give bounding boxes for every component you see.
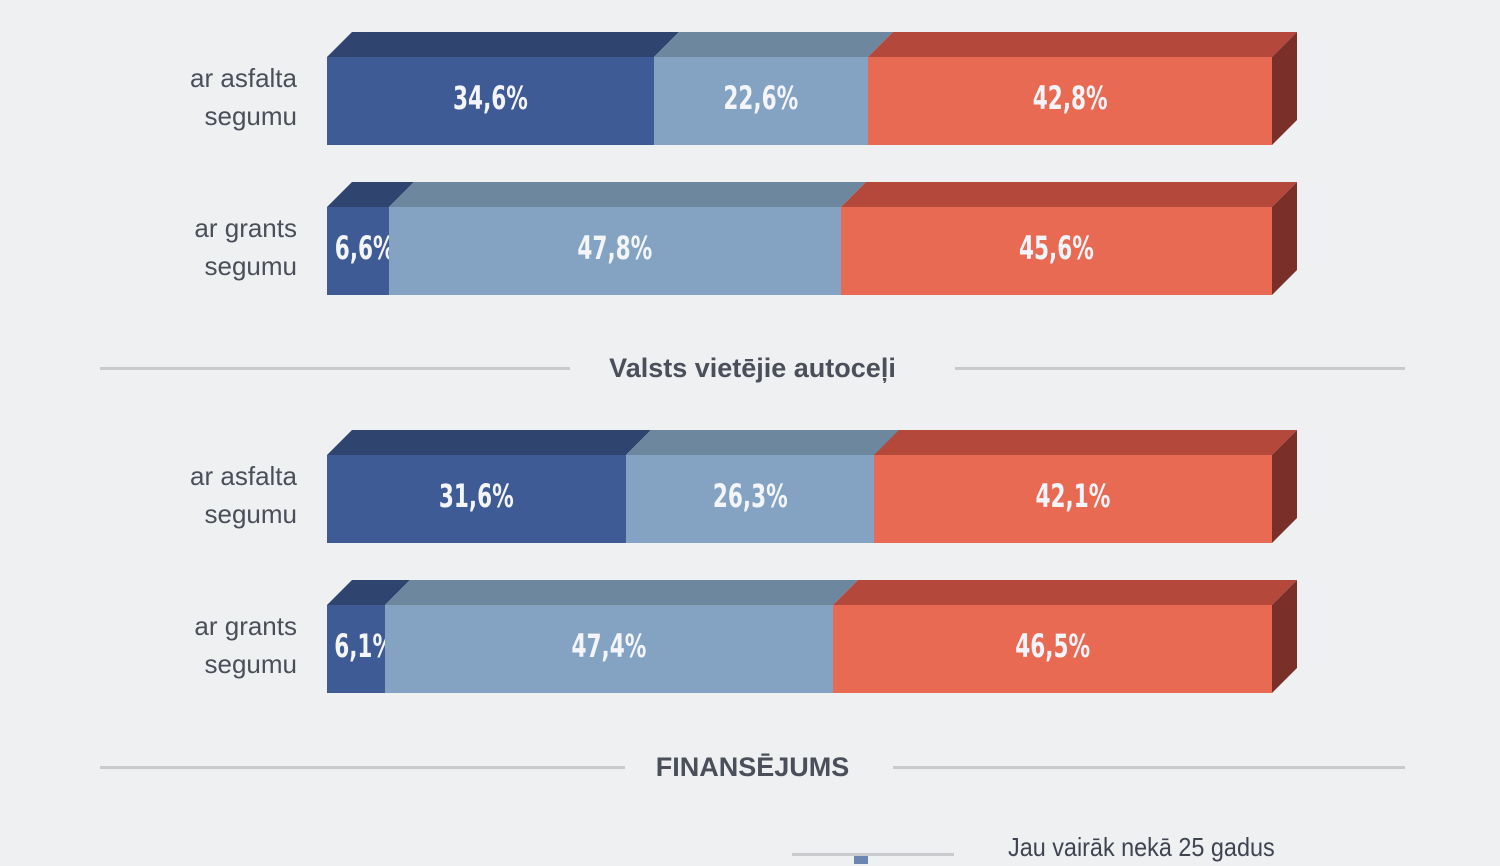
bar-top-face bbox=[653, 32, 893, 57]
bar-segment bbox=[867, 57, 1273, 145]
bar-value-label: 42,8% bbox=[1032, 79, 1108, 117]
bar-segment bbox=[327, 605, 386, 693]
bar-segment bbox=[389, 207, 842, 295]
bar-segment bbox=[625, 455, 875, 543]
section-title: Valsts vietējie autoceļi bbox=[589, 353, 916, 383]
financing-text: Jau vairāk nekā 25 gadus bbox=[1008, 832, 1275, 862]
bar-segment bbox=[653, 57, 869, 145]
bar-top-face bbox=[389, 182, 867, 207]
bar-top-face bbox=[841, 182, 1297, 207]
divider bbox=[100, 766, 625, 769]
bar-value-label: 47,8% bbox=[577, 229, 653, 267]
bar-top-face bbox=[384, 580, 858, 605]
bar-value-label: 34,6% bbox=[453, 79, 528, 117]
bar-segment bbox=[832, 605, 1273, 693]
bar-value-label: 45,6% bbox=[1019, 229, 1094, 267]
bar-top-face bbox=[327, 32, 679, 57]
divider bbox=[893, 766, 1405, 769]
bar-value-label: 22,6% bbox=[723, 79, 799, 117]
section-header-local-roads: Valsts vietējie autoceļi bbox=[100, 348, 1405, 388]
bar-top-face bbox=[625, 430, 900, 455]
row-label: ar grants segumu bbox=[194, 213, 297, 281]
bar-value-label: 6,6% bbox=[334, 229, 395, 267]
bar-top-face bbox=[327, 430, 651, 455]
bar-segment bbox=[874, 455, 1273, 543]
bar-value-label: 42,1% bbox=[1035, 477, 1111, 515]
bar-segment bbox=[327, 207, 390, 295]
row-label: ar grants segumu bbox=[194, 611, 297, 679]
bar-segment bbox=[384, 605, 834, 693]
bar-value-label: 26,3% bbox=[712, 477, 788, 515]
bar-top-face bbox=[874, 430, 1297, 455]
section-title: FINANSĒJUMS bbox=[635, 752, 870, 782]
bar-top-face bbox=[867, 32, 1297, 57]
divider bbox=[100, 367, 570, 370]
section-header-financing: FINANSĒJUMS bbox=[100, 747, 1405, 787]
bar-value-label: 6,1% bbox=[334, 627, 395, 665]
bar-segment bbox=[841, 207, 1273, 295]
row-label: ar asfalta segumu bbox=[190, 461, 297, 529]
bar-segment bbox=[327, 455, 627, 543]
bar-segment bbox=[327, 57, 655, 145]
bar-top-face bbox=[832, 580, 1297, 605]
divider bbox=[955, 367, 1405, 370]
row-label: ar asfalta segumu bbox=[190, 63, 297, 131]
bar-value-label: 47,4% bbox=[571, 627, 647, 665]
bar-value-label: 31,6% bbox=[438, 477, 514, 515]
bar-value-label: 46,5% bbox=[1014, 627, 1090, 665]
